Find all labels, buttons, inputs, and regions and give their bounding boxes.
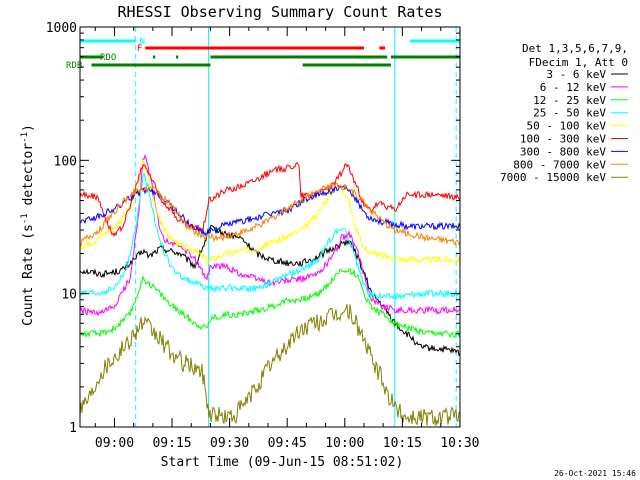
- state-label-rdb: RDB: [66, 61, 82, 71]
- state-bar-f-segment-1: [379, 46, 386, 50]
- series-12-25-kev-line: [80, 268, 460, 339]
- state-bar-rdo-segment-4: [390, 55, 460, 59]
- y-axis-label: Count Rate (s-1 detector-1): [20, 124, 36, 326]
- state-bar-rdb-segment-1: [302, 63, 391, 67]
- series-50-100-kev-line: [80, 159, 460, 265]
- state-bar-rdo-segment-3: [210, 55, 388, 59]
- y-tick-label-10: 10: [61, 288, 77, 303]
- x-tick-label-09-45: 09:45: [268, 436, 307, 451]
- y-label-base: Count Rate (s: [21, 224, 36, 326]
- y-tick-label-100: 100: [54, 154, 77, 169]
- state-label-f: F: [137, 44, 142, 54]
- legend-header-line-1: Det 1,3,5,6,7,9,: [522, 42, 628, 55]
- legend-label-3-6-kev: 3 - 6 keV: [546, 68, 606, 81]
- legend-label-7000-15000-kev: 7000 - 15000 keV: [500, 171, 606, 184]
- plot-frame: [79, 26, 461, 428]
- x-axis-label: Start Time (09-Jun-15 08:51:02): [161, 455, 404, 470]
- footer-timestamp: 26-Oct-2021 15:46: [554, 469, 636, 478]
- series-100-300-kev-line: [80, 161, 460, 238]
- state-bar-rdb-segment-0: [91, 63, 211, 67]
- state-label-rdo: RDO: [100, 53, 116, 63]
- state-bar-rdo-segment-1: [152, 55, 156, 59]
- series-25-50-kev-line: [80, 171, 460, 301]
- y-label-end: ): [21, 124, 36, 132]
- state-bar-n-segment-0: [80, 39, 136, 43]
- y-label-mid: detector: [21, 143, 36, 214]
- legend-label-12-25-kev: 12 - 25 keV: [533, 94, 606, 107]
- series-300-800-kev-line: [80, 184, 460, 237]
- state-bars: NF RDO RDB: [66, 37, 460, 71]
- y-label-sup1: -1: [20, 213, 30, 224]
- axes: 1 10 100 1000 09:00 09:15 09:30 09:45 10:00 10:15…: [46, 21, 480, 451]
- legend-label-800-7000-kev: 800 - 7000 keV: [513, 158, 606, 171]
- series-7000-15000-kev-line: [80, 304, 460, 426]
- legend-label-100-300-kev: 100 - 300 keV: [520, 133, 606, 146]
- x-tick-label-09-00: 09:00: [95, 436, 134, 451]
- legend-label-25-50-kev: 25 - 50 keV: [533, 107, 606, 120]
- chart-title: RHESSI Observing Summary Count Rates: [117, 3, 442, 21]
- x-tick-label-10-15: 10:15: [383, 436, 422, 451]
- state-label-n: N: [140, 37, 145, 47]
- x-tick-label-09-15: 09:15: [152, 436, 191, 451]
- state-bar-f-segment-0: [145, 46, 365, 50]
- legend-label-50-100-kev: 50 - 100 keV: [527, 120, 607, 133]
- state-bar-rdo-segment-2: [175, 55, 179, 59]
- legend-label-6-12-kev: 6 - 12 keV: [540, 81, 607, 94]
- series-group: [80, 154, 460, 426]
- legend-label-300-800-kev: 300 - 800 keV: [520, 145, 606, 158]
- state-bar-n-segment-1: [410, 39, 460, 43]
- state-bar-rdo-segment-0: [80, 55, 104, 59]
- y-tick-label-1: 1: [69, 421, 77, 436]
- x-tick-label-10-00: 10:00: [325, 436, 364, 451]
- y-tick-label-1000: 1000: [46, 21, 77, 36]
- series-800-7000-kev-line: [80, 181, 460, 247]
- x-tick-label-10-30: 10:30: [440, 436, 479, 451]
- y-label-sup2: -1: [20, 132, 30, 143]
- x-tick-label-09-30: 09:30: [210, 436, 249, 451]
- legend-header-line-2: FDecim 1, Att 0: [529, 56, 628, 69]
- legend: Det 1,3,5,6,7,9, FDecim 1, Att 0 3 - 6 k…: [500, 42, 628, 184]
- series-6-12-kev-line: [80, 154, 460, 317]
